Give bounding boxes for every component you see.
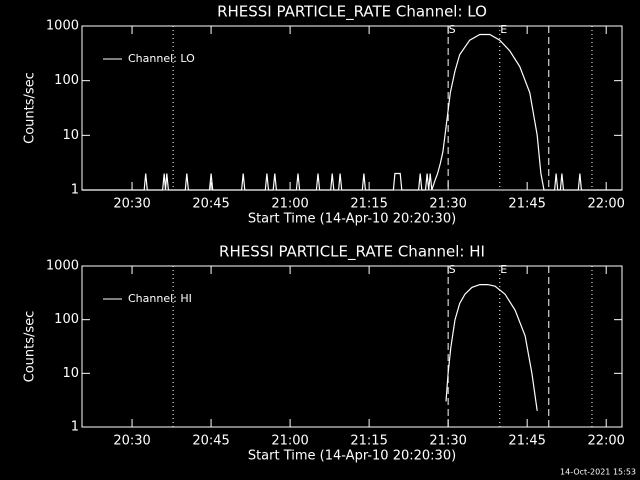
x-tick-label: 21:00 <box>271 197 308 212</box>
x-axis-label: Start Time (14-Apr-10 20:20:30) <box>248 449 456 464</box>
x-axis-label: Start Time (14-Apr-10 20:20:30) <box>248 212 456 227</box>
legend-label: Channel: LO <box>128 52 195 65</box>
y-tick-label: 100 <box>54 73 79 88</box>
y-tick-label: 1 <box>71 183 79 198</box>
y-axis-label: Counts/sec <box>23 311 38 383</box>
x-tick-label: 21:30 <box>429 197 466 212</box>
y-tick-label: 1000 <box>46 259 79 274</box>
annotation: S <box>449 263 456 276</box>
data-line <box>82 33 622 191</box>
annotation: S <box>449 23 456 36</box>
x-tick-label: 20:30 <box>113 197 150 212</box>
y-tick-label: 100 <box>54 312 79 327</box>
x-tick-label: 22:00 <box>587 434 624 449</box>
x-tick-label: 21:45 <box>508 197 545 212</box>
plot-frame <box>81 25 623 191</box>
x-tick-label: 21:45 <box>508 434 545 449</box>
legend-label: Channel: HI <box>128 292 192 305</box>
x-tick-label: 20:30 <box>113 434 150 449</box>
plot-frame <box>81 265 623 428</box>
x-tick-label: 20:45 <box>192 197 229 212</box>
x-tick-label: 20:45 <box>192 434 229 449</box>
y-tick-label: 1 <box>71 420 79 435</box>
x-tick-label: 21:15 <box>350 434 387 449</box>
x-tick-label: 21:15 <box>350 197 387 212</box>
y-tick-label: 10 <box>62 366 79 381</box>
footer: 14-Oct-2021 15:53 <box>560 468 636 477</box>
chart-title: RHESSI PARTICLE_RATE Channel: HI <box>219 243 485 262</box>
annotation: E <box>500 23 507 36</box>
y-tick-label: 10 <box>62 128 79 143</box>
y-tick-label: 1000 <box>46 19 79 34</box>
chart-title: RHESSI PARTICLE_RATE Channel: LO <box>217 3 487 22</box>
x-tick-label: 22:00 <box>587 197 624 212</box>
x-tick-label: 21:30 <box>429 434 466 449</box>
x-tick-label: 21:00 <box>271 434 308 449</box>
y-axis-label: Counts/sec <box>23 72 38 144</box>
annotation: E <box>500 263 507 276</box>
data-line <box>445 284 538 411</box>
